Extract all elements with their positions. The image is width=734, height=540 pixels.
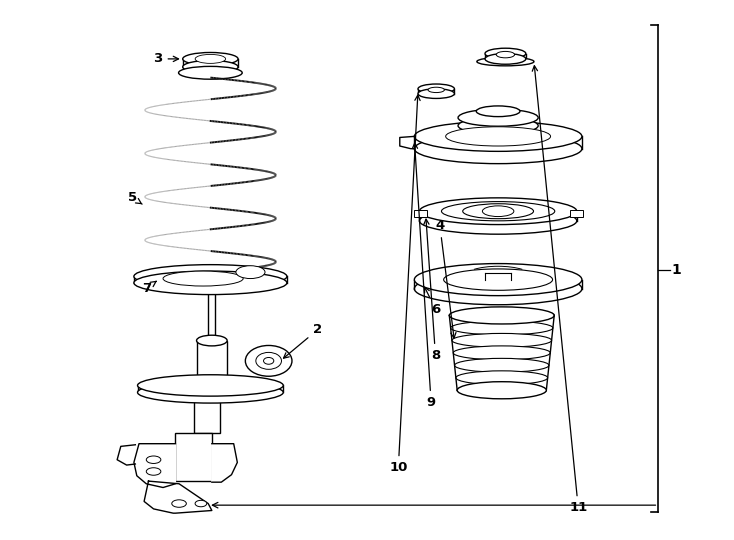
- Bar: [208, 286, 216, 341]
- Ellipse shape: [195, 501, 207, 507]
- Ellipse shape: [485, 48, 526, 59]
- Text: 10: 10: [389, 95, 420, 474]
- Ellipse shape: [462, 204, 534, 219]
- Ellipse shape: [245, 346, 292, 376]
- Ellipse shape: [452, 333, 551, 347]
- Bar: [414, 210, 426, 217]
- Ellipse shape: [236, 266, 265, 279]
- Text: 4: 4: [435, 219, 456, 338]
- Text: 11: 11: [532, 66, 587, 514]
- Ellipse shape: [443, 269, 553, 291]
- Text: 3: 3: [153, 52, 178, 65]
- Ellipse shape: [418, 89, 454, 98]
- Ellipse shape: [256, 353, 281, 369]
- Ellipse shape: [415, 264, 582, 296]
- Ellipse shape: [458, 109, 538, 126]
- Text: 9: 9: [413, 143, 436, 409]
- Ellipse shape: [183, 52, 238, 65]
- Ellipse shape: [456, 371, 548, 384]
- Ellipse shape: [195, 55, 225, 63]
- Ellipse shape: [419, 207, 577, 234]
- Ellipse shape: [172, 500, 186, 507]
- Ellipse shape: [137, 382, 283, 403]
- Ellipse shape: [264, 357, 274, 364]
- Ellipse shape: [454, 359, 549, 372]
- Polygon shape: [144, 481, 212, 513]
- Ellipse shape: [137, 375, 283, 396]
- Ellipse shape: [134, 265, 287, 288]
- Ellipse shape: [415, 273, 582, 305]
- Bar: [175, 433, 212, 481]
- Text: 7: 7: [142, 281, 156, 295]
- Text: 6: 6: [424, 287, 440, 315]
- Ellipse shape: [451, 321, 553, 335]
- Text: 5: 5: [128, 191, 142, 204]
- Text: 2: 2: [283, 323, 322, 358]
- Ellipse shape: [496, 51, 515, 58]
- Ellipse shape: [457, 382, 546, 399]
- Ellipse shape: [457, 383, 546, 397]
- Ellipse shape: [415, 134, 582, 164]
- Ellipse shape: [477, 57, 534, 66]
- Ellipse shape: [134, 271, 287, 295]
- Ellipse shape: [183, 60, 238, 73]
- Ellipse shape: [428, 87, 444, 92]
- Ellipse shape: [418, 84, 454, 93]
- Text: 8: 8: [424, 219, 440, 362]
- Polygon shape: [212, 444, 237, 482]
- Bar: [194, 395, 220, 433]
- Ellipse shape: [449, 308, 554, 322]
- Ellipse shape: [146, 456, 161, 463]
- Bar: [197, 341, 227, 389]
- Ellipse shape: [446, 127, 550, 146]
- Ellipse shape: [197, 335, 227, 346]
- Ellipse shape: [146, 468, 161, 475]
- Bar: [570, 210, 583, 217]
- Ellipse shape: [449, 307, 554, 324]
- Ellipse shape: [458, 117, 538, 134]
- Ellipse shape: [415, 122, 582, 151]
- Ellipse shape: [178, 66, 242, 79]
- Ellipse shape: [419, 198, 577, 225]
- Ellipse shape: [476, 106, 520, 117]
- Ellipse shape: [482, 206, 514, 217]
- Ellipse shape: [163, 271, 243, 286]
- Ellipse shape: [454, 346, 550, 360]
- Ellipse shape: [485, 53, 526, 64]
- Polygon shape: [134, 444, 175, 488]
- Text: 1: 1: [672, 263, 681, 277]
- Ellipse shape: [441, 201, 555, 221]
